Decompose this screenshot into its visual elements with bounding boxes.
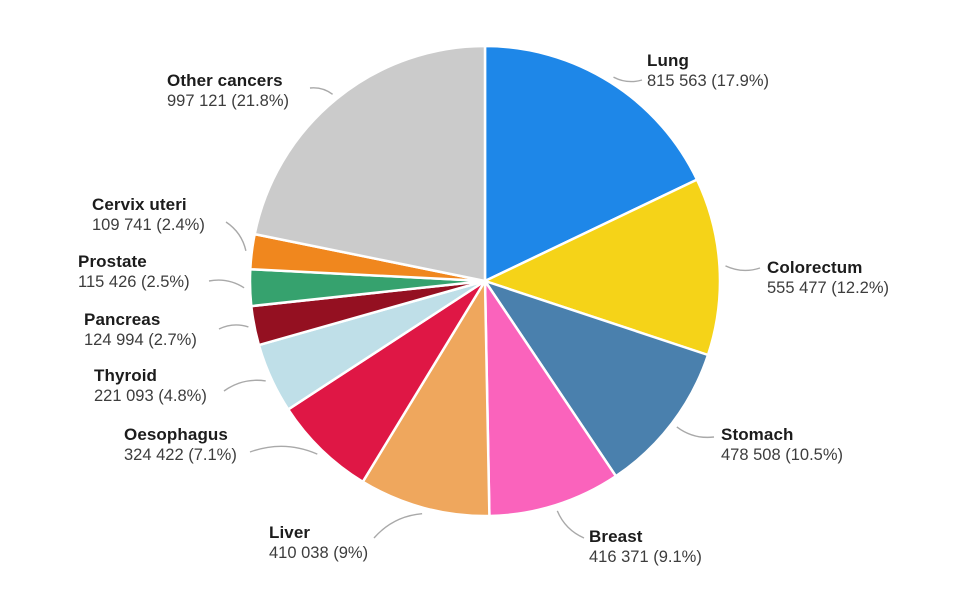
leader-line-breast	[556, 510, 585, 539]
slice-name-stomach: Stomach	[721, 425, 794, 444]
slice-name-liver: Liver	[269, 523, 311, 542]
slice-label-cervix-uteri: Cervix uteri 109 741 (2.4%)	[92, 194, 205, 236]
slice-label-breast: Breast 416 371 (9.1%)	[589, 526, 702, 568]
slice-value-liver: 410 038 (9%)	[269, 544, 369, 562]
pie-slice-lung	[483, 44, 699, 283]
leader-line-other-cancers	[309, 87, 334, 95]
slice-value-pancreas: 124 994 (2.7%)	[84, 331, 197, 349]
slice-name-cervix-uteri: Cervix uteri	[92, 195, 187, 214]
leader-line-pancreas	[218, 324, 249, 330]
slice-value-stomach: 478 508 (10.5%)	[721, 446, 844, 464]
slice-label-lung: Lung 815 563 (17.9%)	[647, 50, 769, 92]
leader-line-oesophagus	[249, 445, 318, 455]
slice-name-pancreas: Pancreas	[84, 310, 161, 329]
leader-line-lung	[613, 76, 643, 83]
leader-line-thyroid	[223, 379, 266, 392]
pie-slice-stomach	[483, 279, 710, 478]
slice-value-breast: 416 371 (9.1%)	[589, 548, 702, 566]
pie-slice-other-cancers	[253, 44, 487, 283]
slice-label-other-cancers: Other cancers 997 121 (21.8%)	[167, 70, 289, 112]
slice-value-lung: 815 563 (17.9%)	[647, 72, 770, 90]
pie-slice-liver	[361, 279, 491, 518]
slice-label-thyroid: Thyroid 221 093 (4.8%)	[94, 365, 207, 407]
pie-slice-colorectum	[483, 178, 722, 357]
slice-name-oesophagus: Oesophagus	[124, 425, 228, 444]
slice-label-oesophagus: Oesophagus 324 422 (7.1%)	[124, 424, 237, 466]
slice-value-prostate: 115 426 (2.5%)	[78, 273, 190, 291]
slice-label-pancreas: Pancreas 124 994 (2.7%)	[84, 309, 197, 351]
slice-label-prostate: Prostate 115 426 (2.5%)	[78, 251, 190, 293]
slice-value-oesophagus: 324 422 (7.1%)	[124, 446, 237, 464]
leader-line-cervix-uteri	[225, 221, 247, 251]
slice-name-colorectum: Colorectum	[767, 258, 863, 277]
slice-value-thyroid: 221 093 (4.8%)	[94, 387, 207, 405]
slice-name-breast: Breast	[589, 527, 643, 546]
pie-slice-breast	[483, 279, 618, 518]
slice-label-liver: Liver 410 038 (9%)	[269, 522, 368, 564]
leader-line-prostate	[208, 279, 245, 289]
leader-line-colorectum	[725, 265, 761, 272]
slice-label-colorectum: Colorectum 555 477 (12.2%)	[767, 257, 889, 299]
slice-name-prostate: Prostate	[78, 252, 147, 271]
slice-name-thyroid: Thyroid	[94, 366, 158, 385]
pie-slice-oesophagus	[286, 279, 487, 484]
slice-name-other-cancers: Other cancers	[167, 71, 283, 90]
leader-line-liver	[373, 513, 423, 539]
leader-line-stomach	[676, 426, 715, 439]
slice-label-stomach: Stomach 478 508 (10.5%)	[721, 424, 843, 466]
slice-value-other-cancers: 997 121 (21.8%)	[167, 92, 290, 110]
slice-value-colorectum: 555 477 (12.2%)	[767, 279, 890, 297]
slice-value-cervix-uteri: 109 741 (2.4%)	[92, 216, 205, 234]
slice-name-lung: Lung	[647, 51, 689, 70]
